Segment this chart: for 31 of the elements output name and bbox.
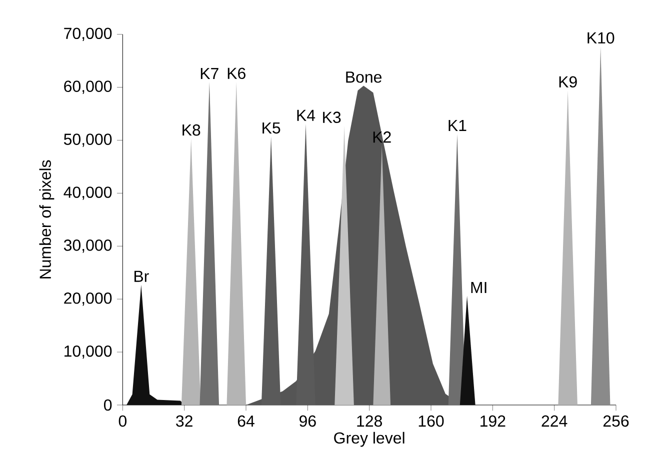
annotation: K8 (182, 124, 200, 136)
y-tick-label: 30,000 (64, 240, 112, 253)
annotation: K1 (448, 120, 466, 131)
y-tick-label: 50,000 (64, 134, 112, 147)
annotation: K9 (559, 76, 577, 88)
x-tick-label: 224 (542, 415, 568, 427)
annotation: K5 (262, 122, 280, 134)
annotation: K4 (297, 110, 316, 121)
y-axis-title: Number of pixels (39, 160, 54, 278)
x-tick-label: 192 (480, 415, 506, 427)
y-tick-label: 20,000 (64, 292, 112, 306)
annotation: K6 (228, 68, 246, 80)
annotation: K3 (323, 112, 341, 123)
y-tick-label: 0 (104, 399, 112, 411)
annotation: Br (134, 270, 149, 282)
y-tick-label: 40,000 (64, 186, 112, 200)
x-tick-label: 160 (418, 415, 444, 427)
x-tick-label: 96 (300, 415, 316, 427)
x-tick-label: 256 (603, 415, 629, 427)
annotation: Bone (346, 72, 382, 83)
x-tick-label: 128 (357, 415, 382, 427)
y-tick-label: 10,000 (64, 345, 112, 359)
annotation: K10 (588, 32, 614, 44)
x-tick-label: 0 (118, 415, 126, 427)
y-tick-label: 70,000 (64, 28, 112, 41)
x-tick-label: 64 (238, 415, 254, 427)
annotation: MI (471, 282, 486, 293)
x-axis-title: Grey level (334, 432, 404, 447)
y-tick-label: 60,000 (64, 80, 112, 94)
x-tick-label: 32 (176, 415, 192, 427)
annotation: K7 (200, 68, 218, 80)
